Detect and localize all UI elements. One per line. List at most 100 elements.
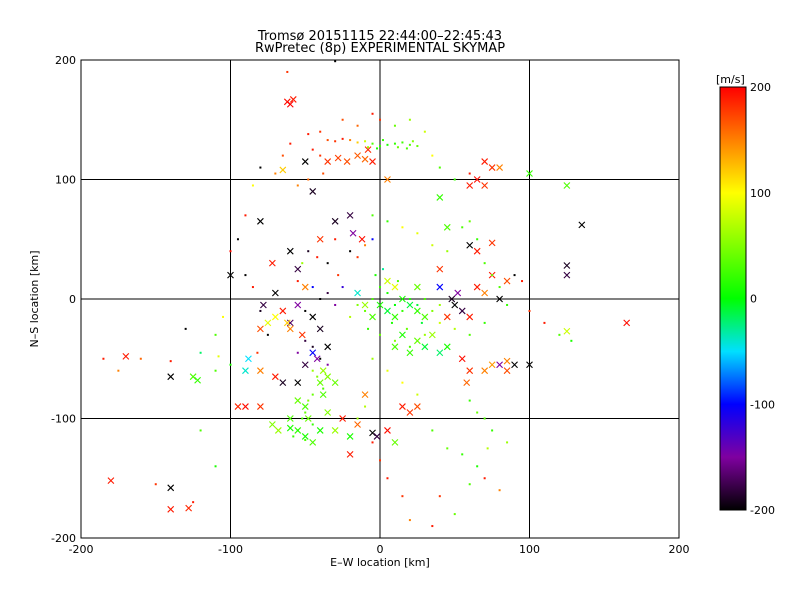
x-marker: [279, 307, 287, 315]
dot-marker: [319, 357, 322, 360]
x-marker: [271, 289, 279, 297]
x-marker: [331, 427, 339, 434]
x-marker: [563, 327, 571, 335]
dot-marker: [396, 146, 399, 149]
x-marker: [316, 325, 324, 333]
dot-marker: [461, 453, 464, 456]
x-marker: [406, 349, 414, 357]
x-marker: [301, 361, 309, 369]
x-marker: [316, 235, 324, 243]
x-marker: [481, 182, 489, 189]
dot-marker: [423, 298, 426, 300]
x-marker: [167, 505, 175, 513]
dot-marker: [393, 142, 396, 145]
x-marker: [428, 331, 436, 339]
x-marker: [413, 337, 421, 345]
colorbar-tick-label: -100: [750, 398, 775, 411]
dot-marker: [307, 178, 310, 181]
dot-marker: [416, 145, 419, 148]
x-marker: [279, 166, 287, 174]
dot-marker: [356, 256, 359, 259]
x-marker: [358, 235, 366, 243]
colorbar: [719, 86, 747, 511]
dot-marker: [393, 303, 396, 306]
dot-marker: [296, 429, 299, 432]
dot-marker: [289, 142, 292, 145]
x-marker: [324, 343, 332, 351]
x-marker: [496, 361, 503, 369]
x-marker: [563, 262, 571, 269]
dot-marker: [371, 214, 374, 217]
x-axis-ticks: -200 -100 0 100 200: [69, 543, 690, 556]
x-marker: [361, 391, 369, 398]
colorbar-tick-label: 100: [750, 187, 771, 200]
y-tick-label: 0: [69, 293, 76, 306]
dot-marker: [356, 124, 359, 127]
dot-marker: [420, 321, 423, 324]
dot-marker: [379, 459, 381, 462]
x-marker: [167, 484, 175, 492]
x-marker: [503, 357, 511, 365]
dot-marker: [438, 166, 441, 169]
dot-marker: [483, 477, 486, 480]
x-marker: [563, 182, 571, 189]
x-marker: [399, 295, 406, 303]
dot-marker: [364, 405, 367, 408]
y-tick-label: 100: [55, 174, 76, 187]
dot-marker: [476, 411, 479, 414]
x-marker: [301, 158, 309, 165]
dot-marker: [468, 220, 471, 223]
x-marker: [458, 307, 466, 315]
x-marker: [286, 100, 294, 108]
dot-marker: [381, 268, 384, 271]
x-marker: [346, 211, 354, 219]
dot-marker: [356, 141, 359, 144]
dot-marker: [401, 141, 404, 144]
colorbar-tick-label: -200: [750, 504, 775, 517]
dot-marker: [506, 303, 509, 306]
x-marker: [448, 295, 456, 303]
x-marker: [526, 361, 533, 369]
dot-marker: [543, 321, 546, 324]
dot-marker: [304, 339, 307, 342]
x-marker: [301, 403, 309, 410]
dot-marker: [408, 298, 411, 300]
x-marker: [279, 379, 287, 387]
dot-marker: [374, 274, 377, 277]
x-marker: [473, 283, 481, 291]
x-marker: [496, 295, 503, 303]
x-marker: [623, 319, 631, 327]
x-marker: [436, 283, 444, 291]
x-marker: [274, 427, 282, 434]
dot-marker: [453, 178, 456, 181]
x-marker: [234, 403, 242, 410]
x-marker: [413, 307, 421, 315]
x-marker: [242, 367, 249, 375]
dot-marker: [319, 130, 322, 133]
chart-subtitle: RwPretec (8p) EXPERIMENTAL SKYMAP: [255, 41, 505, 56]
dot-marker: [334, 238, 337, 241]
dot-marker: [229, 250, 232, 253]
dot-marker: [214, 369, 217, 372]
dot-marker: [423, 333, 426, 336]
x-marker: [257, 403, 264, 410]
dot-marker: [326, 262, 329, 265]
x-marker: [301, 283, 309, 291]
x-marker: [481, 289, 489, 297]
x-marker: [319, 367, 327, 375]
x-marker: [436, 265, 444, 273]
dot-marker: [364, 244, 367, 247]
dot-marker: [296, 280, 299, 283]
x-marker: [364, 146, 372, 154]
dot-marker: [386, 143, 389, 146]
dot-marker: [379, 333, 381, 336]
dot-marker: [117, 369, 120, 372]
dot-marker: [486, 447, 489, 450]
dot-marker: [438, 321, 441, 324]
x-marker: [399, 331, 406, 339]
dot-marker: [396, 280, 399, 283]
x-marker: [286, 319, 294, 327]
dot-marker: [281, 154, 284, 157]
y-tick-label: -100: [51, 413, 76, 426]
dot-marker: [304, 411, 307, 414]
